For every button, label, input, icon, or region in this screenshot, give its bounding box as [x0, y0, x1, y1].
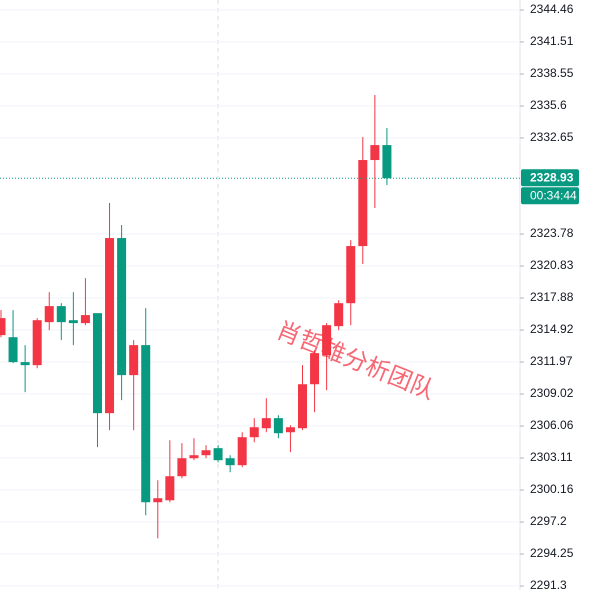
- y-tick-label: 2332.65: [530, 130, 574, 144]
- y-tick-label: 2306.06: [530, 418, 574, 432]
- y-tick-label: 2323.78: [530, 226, 574, 240]
- candle-body: [8, 337, 18, 363]
- y-tick-label: 2314.92: [530, 322, 574, 336]
- candle-body: [261, 418, 271, 429]
- candle-body: [213, 448, 223, 461]
- candle-body: [334, 303, 344, 327]
- candle-body: [141, 345, 151, 503]
- last-price-label: 2328.93: [530, 170, 574, 184]
- y-tick-label: 2291.3: [530, 578, 567, 590]
- candle-body: [370, 145, 380, 161]
- countdown-box: [521, 187, 579, 205]
- candle-body: [92, 313, 102, 414]
- y-tick-label: 2297.2: [530, 514, 567, 528]
- candle-body: [201, 450, 211, 456]
- candle-body: [129, 345, 139, 376]
- y-tick-label: 2300.16: [530, 482, 574, 496]
- y-tick-label: 2338.55: [530, 66, 574, 80]
- candle-body: [237, 437, 247, 466]
- candle-body: [0, 318, 6, 336]
- candle-body: [298, 384, 307, 429]
- candle-body: [225, 458, 235, 466]
- last-price-box: [521, 169, 579, 187]
- y-tick-label: 2341.51: [530, 34, 574, 48]
- candle-body: [165, 476, 175, 501]
- y-tick-label: 2309.02: [530, 386, 574, 400]
- countdown-label: 00:34:44: [530, 188, 577, 202]
- candle-body: [68, 320, 78, 324]
- candle-body: [56, 306, 66, 323]
- y-tick-label: 2320.83: [530, 258, 574, 272]
- candle-body: [20, 362, 30, 366]
- candle-body: [117, 238, 127, 376]
- candle-body: [358, 160, 368, 247]
- candle-body: [177, 458, 187, 477]
- candle-body: [189, 455, 199, 459]
- y-tick-label: 2311.97: [530, 354, 573, 368]
- candle-body: [346, 246, 356, 304]
- candle-body: [80, 315, 90, 324]
- candle-body: [310, 353, 320, 385]
- candle-body: [285, 427, 295, 433]
- candle-body: [153, 498, 163, 503]
- y-tick-label: 2317.88: [530, 290, 574, 304]
- candle-body: [44, 306, 54, 323]
- candle-body: [382, 145, 392, 179]
- y-tick-label: 2303.11: [530, 450, 573, 464]
- candle-body: [249, 427, 259, 438]
- candle-body: [322, 325, 332, 356]
- y-tick-label: 2294.25: [530, 546, 574, 560]
- candle-body: [32, 320, 42, 366]
- candle-body: [273, 418, 283, 434]
- y-tick-label: 2335.6: [530, 98, 567, 112]
- y-tick-label: 2344.46: [530, 2, 574, 16]
- candle-body: [105, 238, 115, 414]
